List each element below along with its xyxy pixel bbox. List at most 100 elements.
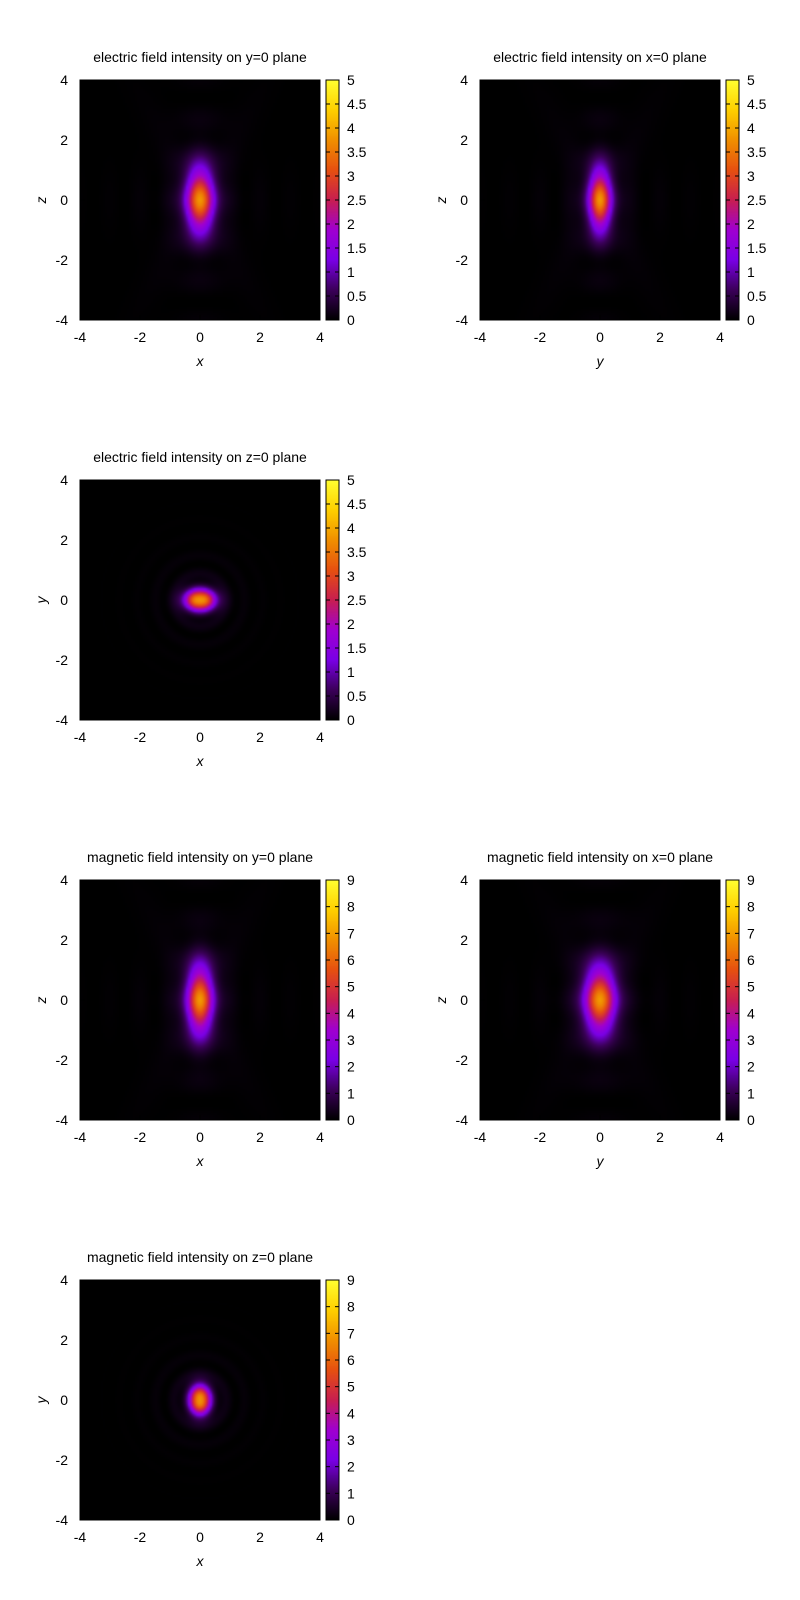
- colorbar-tick-label: 1.5: [747, 240, 767, 256]
- x-tick-label: -2: [134, 729, 147, 745]
- colorbar-tick-label: 4.5: [347, 496, 367, 512]
- colorbar-tick-label: 3: [347, 168, 355, 184]
- y-tick-label: -2: [56, 652, 69, 668]
- colorbar-tick-label: 7: [347, 1325, 355, 1341]
- chart-panel-3: electric field intensity on z=0 plane -4 -…: [33, 449, 367, 769]
- colorbar-tick-label: 1: [347, 1085, 355, 1101]
- y-tick-label: 4: [60, 72, 68, 88]
- x-tick-label: -2: [534, 329, 547, 345]
- heatmap-image: [80, 1280, 320, 1520]
- heatmap-image: [80, 880, 320, 1120]
- y-tick-label: 0: [60, 592, 68, 608]
- y-tick-label: -4: [56, 312, 69, 328]
- x-tick-label: 2: [656, 1129, 664, 1145]
- colorbar-tick-label: 0.5: [747, 288, 767, 304]
- colorbar-tick-label: 4: [747, 1005, 755, 1021]
- colorbar-tick-label: 8: [747, 899, 755, 915]
- x-tick-label: -2: [534, 1129, 547, 1145]
- colorbar-gradient: [326, 1280, 339, 1520]
- x-tick-label: 2: [256, 729, 264, 745]
- x-tick-label: 0: [596, 329, 604, 345]
- x-tick-label: 0: [596, 1129, 604, 1145]
- y-axis-label: z: [33, 997, 49, 1005]
- x-axis-label: y: [596, 1153, 605, 1169]
- y-tick-label: 4: [460, 72, 468, 88]
- colorbar-tick-label: 0: [347, 712, 355, 728]
- heatmap-image: [480, 80, 720, 320]
- y-tick-label: 0: [60, 192, 68, 208]
- y-axis-label: y: [33, 596, 49, 605]
- colorbar-tick-label: 1.5: [347, 640, 367, 656]
- colorbar-gradient: [726, 80, 739, 320]
- x-tick-label: 4: [716, 1129, 724, 1145]
- colorbar-tick-label: 7: [347, 925, 355, 941]
- colorbar-tick-label: 2.5: [347, 592, 367, 608]
- x-tick-label: -2: [134, 329, 147, 345]
- x-tick-label: 4: [316, 329, 324, 345]
- colorbar-tick-label: 0: [347, 312, 355, 328]
- colorbar-tick-label: 1: [347, 1485, 355, 1501]
- chart-title: magnetic field intensity on x=0 plane: [487, 849, 713, 865]
- y-axis-label: y: [33, 1396, 49, 1405]
- y-tick-label: 0: [60, 992, 68, 1008]
- colorbar-tick-label: 1: [747, 264, 755, 280]
- heatmap-image: [80, 80, 320, 320]
- y-tick-label: 4: [60, 472, 68, 488]
- chart-title: magnetic field intensity on z=0 plane: [87, 1249, 313, 1265]
- y-tick-label: 2: [60, 1332, 68, 1348]
- y-tick-label: -2: [56, 1452, 69, 1468]
- y-tick-label: -4: [456, 1112, 469, 1128]
- colorbar-tick-label: 7: [747, 925, 755, 941]
- chart-panel-2: electric field intensity on x=0 plane-4-…: [433, 49, 767, 369]
- colorbar-tick-label: 5: [347, 979, 355, 995]
- heatmap-image: [480, 880, 720, 1120]
- x-tick-label: -4: [74, 1529, 87, 1545]
- colorbar-tick-label: 2.5: [747, 192, 767, 208]
- y-axis-label: z: [433, 997, 449, 1005]
- colorbar-tick-label: 3: [347, 1432, 355, 1448]
- colorbar-tick-label: 1: [347, 664, 355, 680]
- chart-panel-4: magnetic field intensity on y=0 plane-4-…: [33, 849, 355, 1169]
- x-tick-label: -2: [134, 1129, 147, 1145]
- x-tick-label: 2: [256, 1129, 264, 1145]
- colorbar-tick-label: 6: [747, 952, 755, 968]
- colorbar-gradient: [326, 480, 339, 720]
- chart-title: electric field intensity on y=0 plane: [93, 49, 307, 65]
- colorbar-tick-label: 3.5: [747, 144, 767, 160]
- x-tick-label: 4: [316, 729, 324, 745]
- colorbar-tick-label: 5: [347, 72, 355, 88]
- x-tick-label: -4: [74, 329, 87, 345]
- colorbar-tick-label: 5: [347, 1379, 355, 1395]
- colorbar-tick-label: 3.5: [347, 544, 367, 560]
- y-tick-label: 2: [460, 932, 468, 948]
- y-axis-label: z: [33, 197, 49, 205]
- colorbar-tick-label: 3.5: [347, 144, 367, 160]
- colorbar-tick-label: 0: [747, 312, 755, 328]
- colorbar-tick-label: 5: [747, 72, 755, 88]
- x-tick-label: 4: [716, 329, 724, 345]
- colorbar-frame: [325, 1279, 340, 1521]
- colorbar-tick-label: 3: [347, 1032, 355, 1048]
- x-tick-label: -4: [74, 729, 87, 745]
- colorbar-tick-label: 3: [747, 168, 755, 184]
- y-tick-label: 0: [460, 192, 468, 208]
- colorbar-tick-label: 5: [347, 472, 355, 488]
- colorbar-tick-label: 0.5: [347, 288, 367, 304]
- y-tick-label: 2: [60, 932, 68, 948]
- x-axis-label: x: [196, 1153, 205, 1169]
- colorbar-tick-label: 4: [747, 120, 755, 136]
- colorbar-tick-label: 2.5: [347, 192, 367, 208]
- y-tick-label: -4: [56, 1512, 69, 1528]
- y-tick-label: -2: [456, 252, 469, 268]
- colorbar-tick-label: 0: [747, 1112, 755, 1128]
- chart-panel-6: magnetic field intensity on z=0 plane-4-…: [33, 1249, 355, 1569]
- x-tick-label: -2: [134, 1529, 147, 1545]
- y-tick-label: -2: [456, 1052, 469, 1068]
- colorbar-gradient: [726, 880, 739, 1120]
- colorbar-tick-label: 2: [347, 216, 355, 232]
- chart-title: electric field intensity on z=0 plane: [93, 449, 307, 465]
- x-tick-label: 0: [196, 329, 204, 345]
- colorbar-tick-label: 4.5: [747, 96, 767, 112]
- y-tick-label: 0: [460, 992, 468, 1008]
